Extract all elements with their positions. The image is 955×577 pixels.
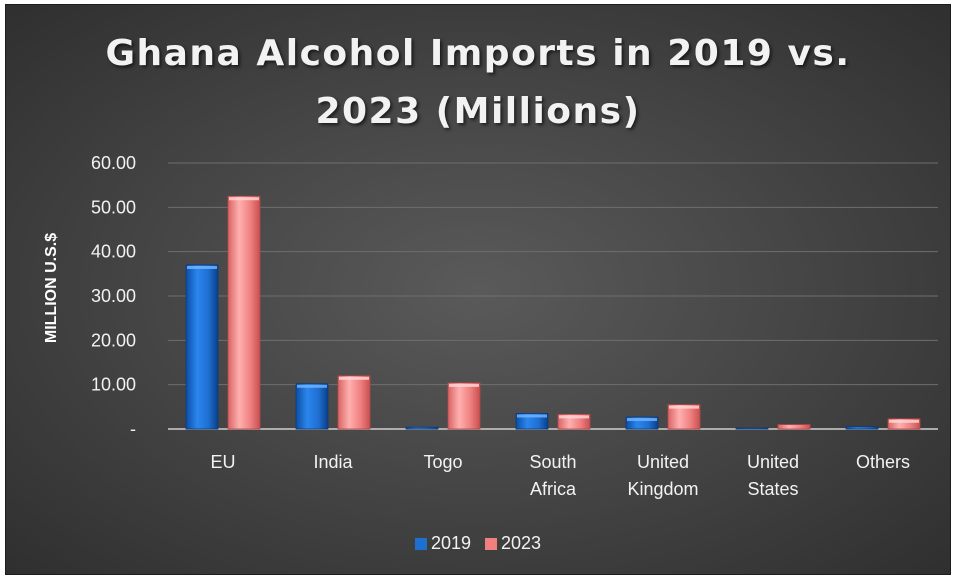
y-tick-label: - xyxy=(130,419,136,439)
y-tick-label: 40.00 xyxy=(91,242,136,262)
bar-plot: - 10.00 20.00 30.00 40.00 50.00 60.00 EU India To… xyxy=(91,153,938,499)
x-tick-label: India xyxy=(313,452,353,472)
legend: 2019 2023 xyxy=(6,533,950,554)
chart-frame: Ghana Alcohol Imports in 2019 vs. 2023 (… xyxy=(5,4,951,575)
bar-2019 xyxy=(845,426,879,430)
x-tick-label: United Kingdom xyxy=(627,452,698,499)
x-tick-label: Others xyxy=(856,452,910,472)
x-tick-label: Togo xyxy=(423,452,462,472)
y-tick-label: 20.00 xyxy=(91,330,136,350)
bar-2023 xyxy=(777,424,811,430)
y-tick-label: 60.00 xyxy=(91,153,136,173)
bar-2019 xyxy=(405,426,439,430)
bar-2023 xyxy=(667,404,701,430)
legend-label: 2023 xyxy=(501,533,542,553)
bar-2023 xyxy=(887,418,921,430)
y-tick-label: 30.00 xyxy=(91,286,136,306)
chart-title-line-2: 2023 (Millions) xyxy=(315,91,641,132)
x-tick-label: United States xyxy=(747,452,799,499)
x-tick-label: South Africa xyxy=(529,452,577,499)
legend-item: 2019 xyxy=(414,533,471,554)
bar-2023 xyxy=(337,375,371,430)
y-tick-label: 50.00 xyxy=(91,197,136,217)
bar-2019 xyxy=(625,416,659,430)
legend-swatch xyxy=(414,537,427,550)
chart-title-line-1: Ghana Alcohol Imports in 2019 vs. xyxy=(105,33,851,74)
legend-item: 2023 xyxy=(485,533,541,554)
y-tick-label: 10.00 xyxy=(91,375,136,395)
bar-2019 xyxy=(735,427,769,430)
legend-label: 2019 xyxy=(430,533,471,553)
bar-2023 xyxy=(557,413,591,430)
bar-2019 xyxy=(295,383,329,430)
bar-2019 xyxy=(515,413,549,430)
chart-title: Ghana Alcohol Imports in 2019 vs. 2023 (… xyxy=(6,25,950,141)
legend-swatch xyxy=(485,537,497,550)
bar-2023 xyxy=(447,382,481,430)
x-tick-label: EU xyxy=(210,452,235,472)
bar-2023 xyxy=(227,195,261,430)
bar-2019 xyxy=(185,264,219,430)
